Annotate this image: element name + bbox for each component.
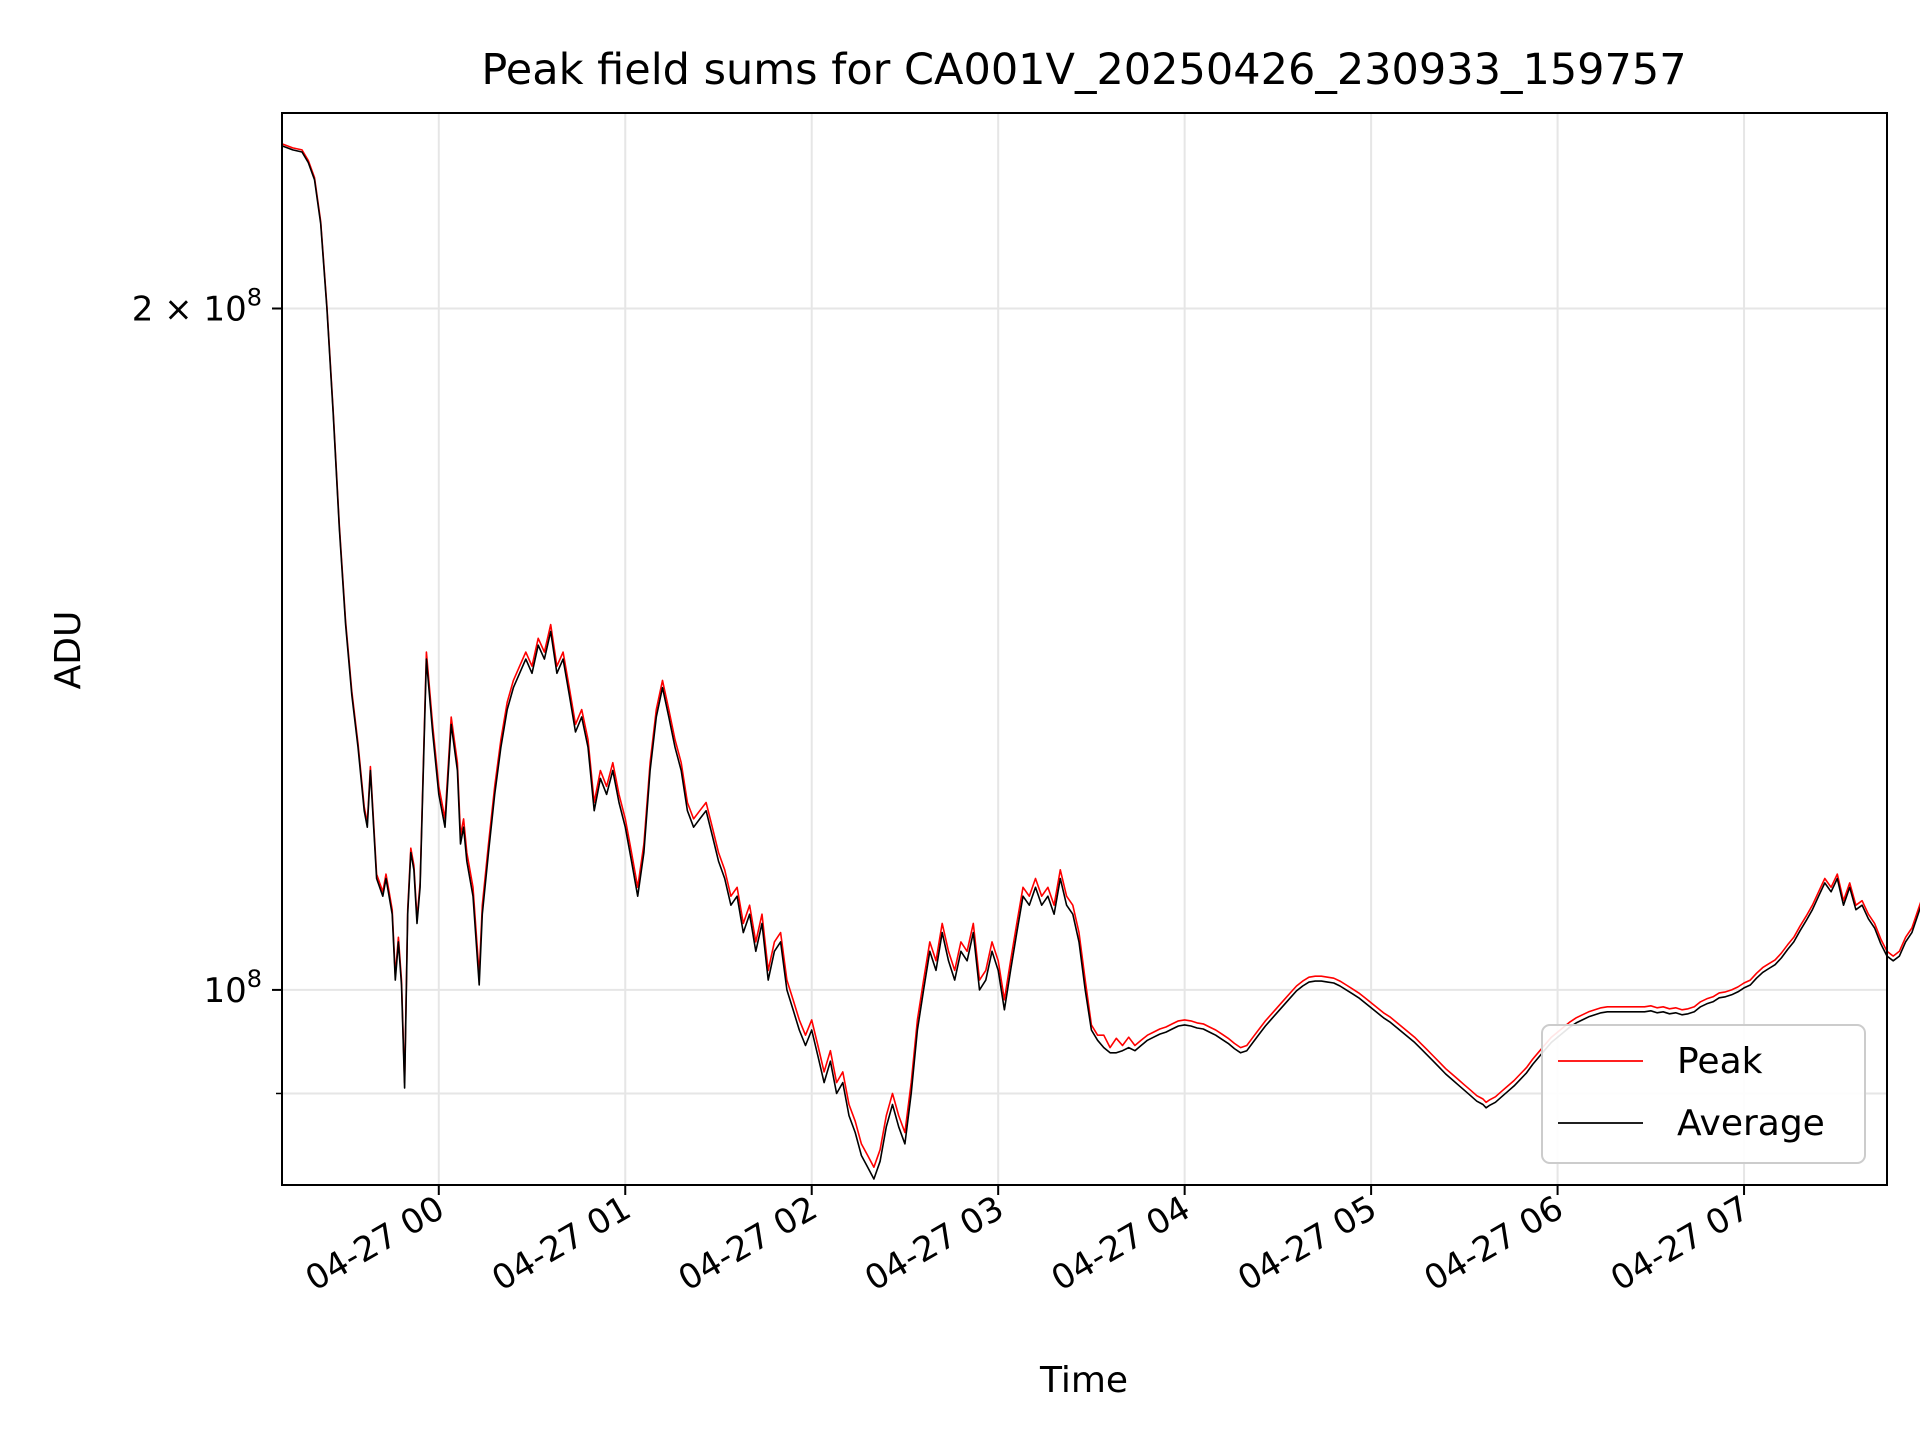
plot-frame (281, 112, 1888, 1186)
y-axis-label: ADU (48, 611, 89, 690)
series-line-average (281, 145, 1920, 1180)
y-axis: 108 2 × 108 (132, 283, 282, 1095)
chart-title: Peak field sums for CA001V_20250426_2309… (481, 45, 1686, 95)
legend-box (1541, 1024, 1866, 1164)
series-line-peak (281, 142, 1920, 1168)
legend: Peak Average (1541, 1024, 1866, 1164)
y-tick-label: 2 × 108 (132, 283, 262, 329)
x-gridlines (437, 113, 1746, 1185)
y-tick-label: 108 (203, 965, 262, 1011)
legend-label-peak: Peak (1677, 1041, 1763, 1082)
series-layer (281, 142, 1920, 1180)
legend-label-average: Average (1677, 1103, 1825, 1144)
x-axis-label: Time (1039, 1360, 1128, 1401)
